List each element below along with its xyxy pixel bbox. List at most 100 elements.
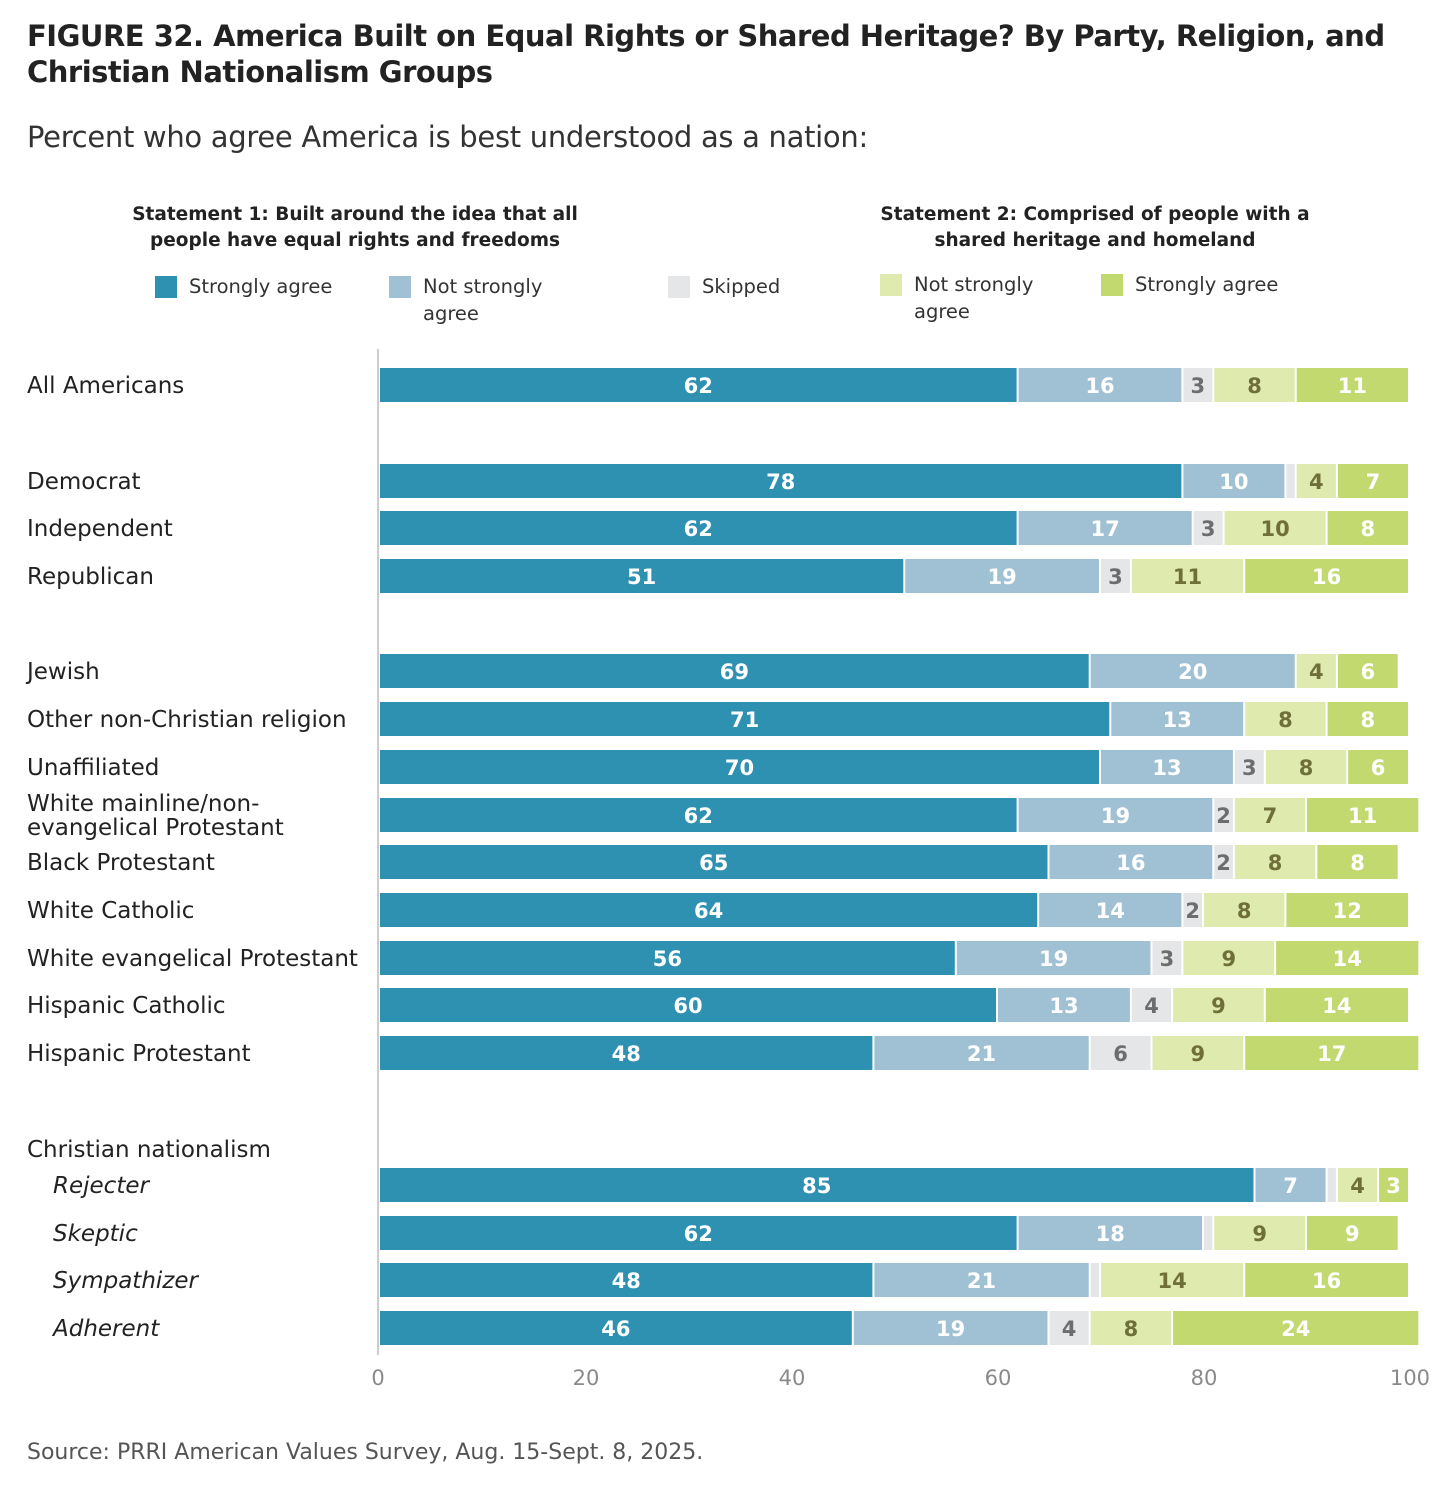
data-label: 6 <box>1360 660 1375 684</box>
legend-label-line: agree <box>423 302 479 325</box>
legend-swatch <box>668 276 690 298</box>
data-label: 2 <box>1216 804 1231 828</box>
bar-segment <box>1090 654 1295 688</box>
data-label: 12 <box>1333 899 1362 923</box>
data-label: 10 <box>1219 470 1248 494</box>
bar-segment <box>1111 702 1244 736</box>
data-label: 7 <box>1283 1174 1298 1198</box>
bar-segment <box>1090 1311 1172 1345</box>
data-label: 4 <box>1062 1317 1077 1341</box>
bar-segment <box>1234 798 1305 832</box>
data-label: 62 <box>684 374 713 398</box>
data-label: 8 <box>1237 899 1252 923</box>
bar-segment <box>1183 893 1202 927</box>
bar-segment <box>1173 1311 1419 1345</box>
bar-segment <box>1348 750 1408 784</box>
bar-segment <box>1101 1263 1244 1297</box>
row-label: Hispanic Protestant <box>27 1041 251 1067</box>
data-label: 19 <box>1101 804 1130 828</box>
bar-segment <box>380 1168 1254 1202</box>
data-label: 78 <box>766 470 795 494</box>
bar-segment <box>905 559 1099 593</box>
x-tick-label: 60 <box>985 1366 1012 1390</box>
bar-segment <box>998 988 1130 1022</box>
bar-segment <box>1018 798 1213 832</box>
bar-segment <box>380 1036 873 1070</box>
bar-segment <box>380 1311 852 1345</box>
bar-segment <box>380 845 1048 879</box>
bar-segment <box>1337 464 1408 498</box>
data-label: 3 <box>1191 374 1206 398</box>
bar-segment <box>1049 845 1213 879</box>
data-label: 4 <box>1309 660 1324 684</box>
legend-label: Skipped <box>702 273 780 300</box>
data-label: 71 <box>730 708 759 732</box>
row-label: Jewish <box>25 659 100 685</box>
bar-segment <box>380 893 1038 927</box>
bar-segment <box>380 559 904 593</box>
data-label: 21 <box>967 1269 996 1293</box>
data-label: 16 <box>1116 851 1145 875</box>
row-label: Other non-Christian religion <box>27 707 347 733</box>
bar-segment <box>1214 1216 1305 1250</box>
legend-label: Strongly agree <box>1135 271 1278 298</box>
row-label: Democrat <box>27 469 141 495</box>
legend-label-line: Skipped <box>702 275 781 298</box>
bar-segment <box>1090 1036 1151 1070</box>
bar-segment <box>1307 1216 1398 1250</box>
bar-segment <box>1018 1216 1202 1250</box>
bar-segment <box>1173 988 1264 1022</box>
data-label: 6 <box>1113 1042 1128 1066</box>
row-label: White Catholic <box>27 898 194 924</box>
bar-segment <box>853 1311 1048 1345</box>
data-label: 9 <box>1221 947 1236 971</box>
legend-label-line: Strongly agree <box>189 275 333 298</box>
data-label: 60 <box>673 994 702 1018</box>
data-label: 17 <box>1317 1042 1346 1066</box>
bar-segment <box>1152 941 1182 975</box>
data-label: 51 <box>627 565 656 589</box>
bar-segment <box>1214 368 1295 402</box>
data-label: 8 <box>1360 517 1375 541</box>
legend-label-line: Not strongly <box>914 273 1034 296</box>
legend-label: Strongly agree <box>189 273 332 300</box>
data-label: 2 <box>1216 851 1231 875</box>
data-label: 46 <box>601 1317 630 1341</box>
bar-segment <box>1265 988 1408 1022</box>
data-label: 70 <box>725 756 754 780</box>
x-tick-label: 20 <box>573 1366 600 1390</box>
data-label: 10 <box>1260 517 1289 541</box>
data-label: 8 <box>1268 851 1283 875</box>
data-label: 8 <box>1299 756 1314 780</box>
bar-segment <box>1234 750 1264 784</box>
statement-2-heading: Statement 2: Comprised of people with a … <box>880 204 1310 251</box>
bar-segment <box>1101 750 1233 784</box>
bar-segment <box>1255 1168 1326 1202</box>
source-note: Source: PRRI American Values Survey, Aug… <box>27 1440 704 1465</box>
data-label: 48 <box>612 1269 641 1293</box>
row-label: Independent <box>27 516 173 542</box>
data-label: 9 <box>1252 1222 1267 1246</box>
bar-segment <box>1245 702 1326 736</box>
bar-segment <box>380 750 1099 784</box>
bar-segment <box>1296 368 1408 402</box>
data-label: 13 <box>1152 756 1181 780</box>
bar-segment <box>1214 798 1233 832</box>
data-label: 14 <box>1322 994 1351 1018</box>
data-label: 14 <box>1333 947 1362 971</box>
bar-segment <box>1286 464 1295 498</box>
row-label: Adherent <box>51 1316 160 1342</box>
data-label: 9 <box>1345 1222 1360 1246</box>
data-label: 20 <box>1178 660 1207 684</box>
stacked-bar-chart: 0 20 40 60 80 100 Christian nationalism All Ame… <box>25 349 1430 1390</box>
data-label: 8 <box>1247 374 1262 398</box>
data-label: 14 <box>1096 899 1125 923</box>
data-label: 69 <box>720 660 749 684</box>
chart-title: FIGURE 32. America Built on Equal Rights… <box>27 19 1385 89</box>
legend-label: Not strongly agree <box>423 273 542 327</box>
data-label: 11 <box>1173 565 1202 589</box>
bar-segment <box>1090 1263 1099 1297</box>
data-label: 3 <box>1108 565 1123 589</box>
bar-segment <box>380 464 1182 498</box>
data-label: 9 <box>1211 994 1226 1018</box>
